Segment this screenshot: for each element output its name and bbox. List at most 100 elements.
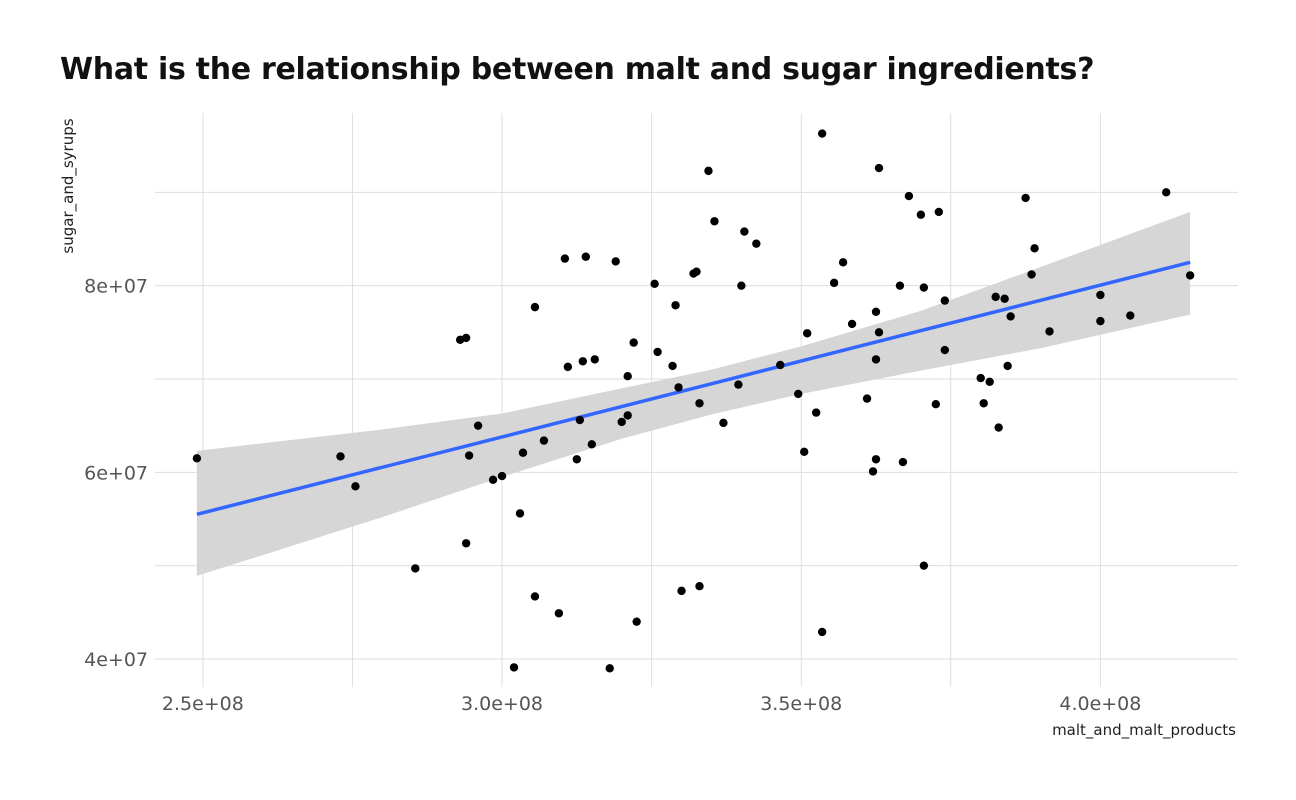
x-tick-label: 4.0e+08 [1059, 693, 1141, 715]
data-point [473, 421, 483, 430]
data-point [695, 399, 704, 408]
data-point [976, 373, 985, 383]
data-point [488, 475, 498, 484]
data-point [668, 361, 677, 371]
fit-line-group [196, 260, 1191, 517]
data-point [868, 467, 878, 476]
data-point [530, 302, 540, 312]
data-point [1096, 316, 1105, 326]
data-point [1126, 311, 1135, 320]
data-point [518, 448, 528, 457]
data-point [817, 129, 827, 138]
data-point [871, 355, 881, 364]
confidence-band-area [196, 211, 1191, 576]
data-point [653, 347, 662, 357]
data-point [509, 663, 519, 672]
data-point [895, 281, 905, 290]
data-point [704, 166, 713, 176]
data-point [734, 380, 743, 389]
data-point [464, 451, 474, 460]
confidence-band [196, 211, 1191, 576]
data-point [994, 423, 1003, 432]
data-point [461, 333, 471, 343]
data-point [874, 328, 884, 337]
data-point [838, 258, 848, 267]
data-point [572, 455, 582, 464]
data-point [919, 283, 929, 292]
y-tick-label: 6e+07 [84, 462, 148, 484]
data-point [794, 389, 803, 399]
data-point [674, 383, 683, 392]
data-point [737, 281, 746, 290]
data-point [874, 163, 884, 173]
data-point [904, 191, 914, 201]
data-point [560, 254, 570, 263]
data-point [515, 509, 525, 518]
data-point [605, 664, 614, 673]
y-tick-label: 8e+07 [84, 276, 148, 298]
x-tick-label: 2.5e+08 [162, 693, 244, 715]
data-point [590, 355, 599, 364]
x-tick-label: 3.0e+08 [461, 693, 543, 715]
data-point [800, 447, 809, 456]
data-point [740, 227, 749, 236]
data-point [695, 582, 704, 591]
data-point [847, 319, 857, 329]
data-point [871, 307, 881, 316]
data-point [752, 239, 761, 248]
data-point [461, 539, 471, 548]
data-points [192, 129, 1195, 673]
data-point [776, 360, 785, 370]
data-point [650, 279, 659, 288]
data-point [829, 278, 839, 288]
data-point [1161, 188, 1171, 197]
data-point [677, 586, 686, 596]
data-point [1185, 271, 1195, 280]
data-point [617, 417, 626, 427]
data-point [811, 408, 821, 417]
data-point [719, 418, 728, 428]
x-tick-label: 3.5e+08 [760, 693, 842, 715]
data-point [1003, 361, 1012, 371]
data-point [916, 210, 926, 219]
data-point [802, 329, 812, 338]
x-axis-title: malt_and_malt_products [1052, 721, 1236, 740]
data-point [1027, 270, 1036, 279]
data-point [1006, 312, 1015, 321]
data-point [530, 592, 540, 601]
data-point [554, 609, 564, 618]
data-point [587, 440, 596, 449]
y-axis-ticks: 4e+07 6e+07 8e+07 [84, 276, 148, 671]
data-point [931, 400, 941, 409]
data-point [940, 345, 950, 355]
y-axis-title: sugar_and_syrups [59, 118, 78, 253]
data-point [1045, 327, 1054, 336]
data-point [817, 627, 827, 637]
chart-title: What is the relationship between malt an… [60, 52, 1095, 87]
data-point [871, 455, 881, 464]
data-point [919, 561, 929, 570]
data-point [1096, 290, 1105, 300]
data-point [575, 415, 585, 425]
data-point [192, 454, 202, 463]
data-point [497, 471, 507, 481]
data-point [629, 338, 638, 347]
data-point [671, 301, 680, 310]
data-point [611, 257, 620, 266]
data-point [985, 377, 994, 386]
data-point [692, 267, 701, 276]
data-point [991, 292, 1000, 302]
data-point [563, 362, 573, 372]
data-point [539, 436, 549, 445]
data-point [623, 411, 632, 420]
data-point [898, 457, 908, 467]
data-point [710, 217, 719, 226]
data-point [411, 564, 420, 573]
data-point [1030, 244, 1039, 253]
data-point [351, 482, 360, 491]
data-point [336, 452, 345, 461]
data-point [934, 207, 944, 217]
data-point [862, 394, 872, 403]
data-point [979, 399, 988, 408]
